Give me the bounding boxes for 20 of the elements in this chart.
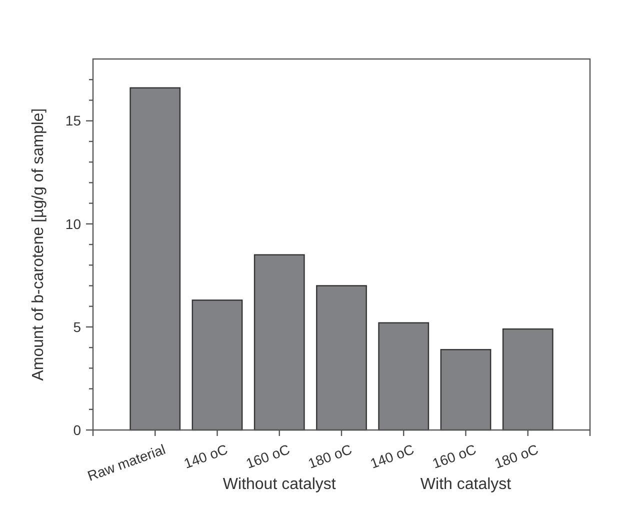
bar xyxy=(254,254,305,431)
y-axis-title: Amount of b-carotene [µg/g of sample] xyxy=(30,108,47,381)
bar xyxy=(440,349,492,431)
y-tick-label: 15 xyxy=(65,112,82,129)
bar xyxy=(192,300,243,431)
x-tick-label: 160 oC xyxy=(244,440,292,472)
bar xyxy=(378,322,430,431)
x-tick-label: 140 oC xyxy=(368,440,416,472)
bar xyxy=(316,285,367,431)
x-tick-label: 180 oC xyxy=(492,440,540,472)
x-tick-label: 140 oC xyxy=(182,440,230,472)
x-tick-label: 160 oC xyxy=(430,440,478,472)
y-tick-label: 0 xyxy=(73,422,82,438)
x-tick-label: 180 oC xyxy=(306,440,354,472)
text: With catalyst xyxy=(420,476,512,493)
bar xyxy=(502,328,554,431)
text: Without catalyst xyxy=(222,476,336,493)
bar xyxy=(130,87,181,431)
y-tick-label: 10 xyxy=(65,216,82,232)
y-tick-label: 5 xyxy=(73,318,82,335)
